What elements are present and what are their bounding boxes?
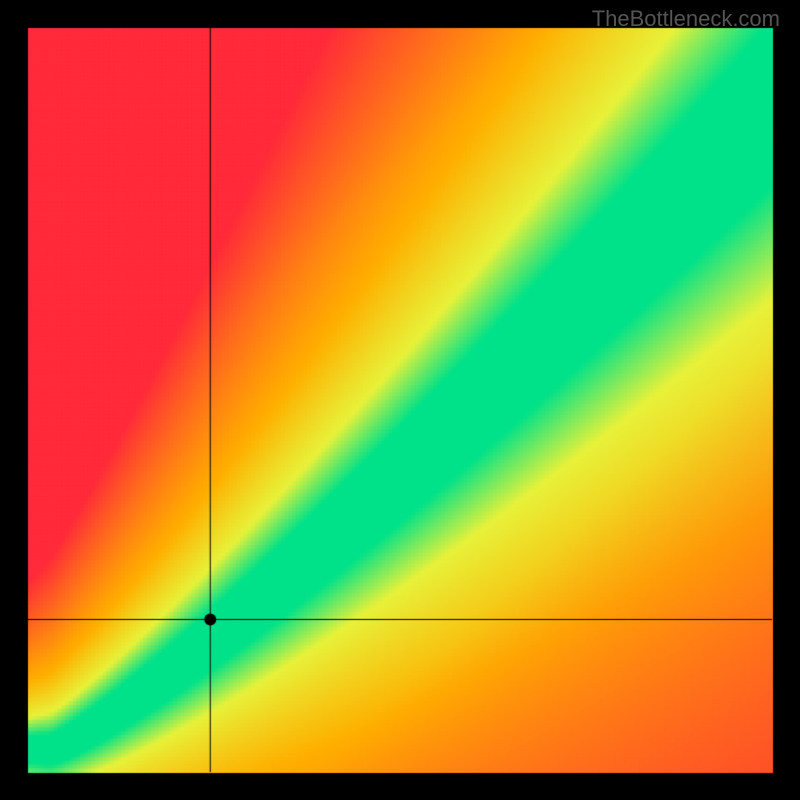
bottleneck-heatmap: [0, 0, 800, 800]
chart-container: TheBottleneck.com: [0, 0, 800, 800]
watermark-text: TheBottleneck.com: [592, 6, 780, 32]
